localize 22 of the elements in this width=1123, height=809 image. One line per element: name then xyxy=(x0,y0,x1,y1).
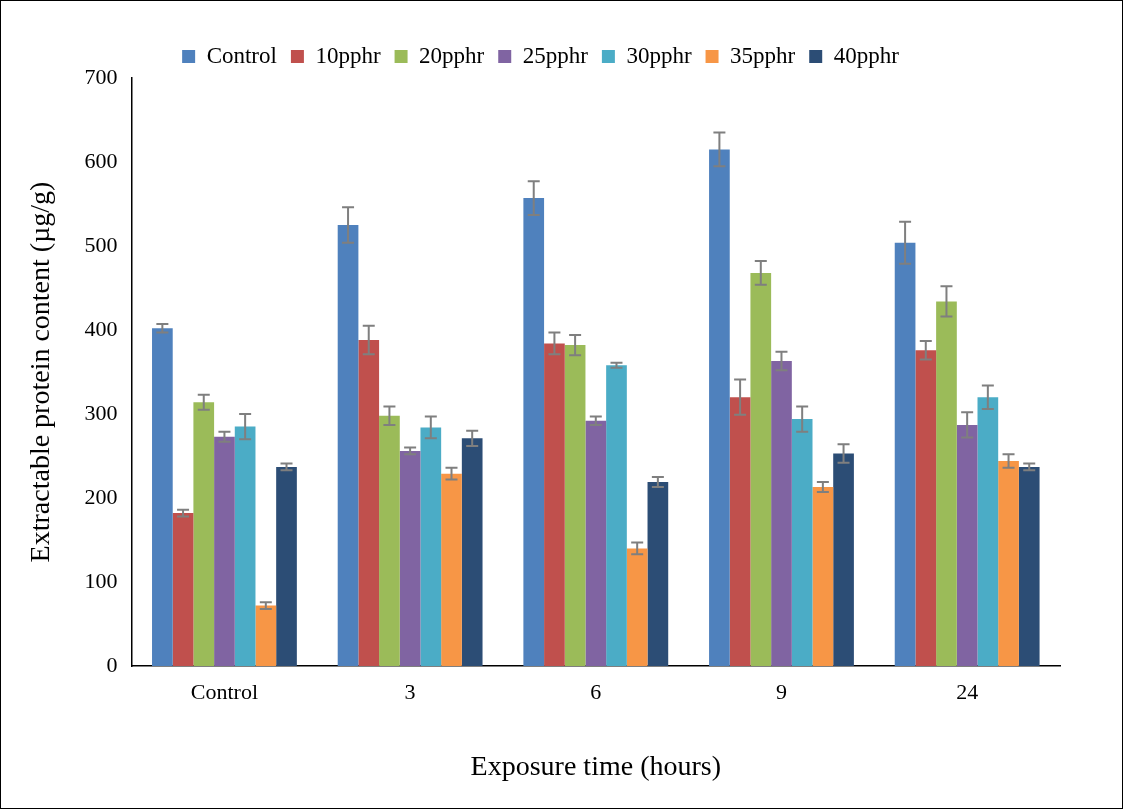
x-axis-title: Exposure time (hours) xyxy=(470,749,721,781)
y-tick-label: 600 xyxy=(84,147,118,173)
legend-label: 10pphr xyxy=(315,42,381,68)
legend-label: 30pphr xyxy=(626,42,692,68)
y-tick-label: 0 xyxy=(106,651,118,677)
x-tick-label: 6 xyxy=(590,678,602,704)
y-tick-label: 400 xyxy=(84,315,118,341)
x-tick-label: 24 xyxy=(956,678,979,704)
legend-label: 35pphr xyxy=(730,42,796,68)
y-tick-label: 500 xyxy=(84,231,118,257)
y-axis-title: Extractable protein content (µg/g) xyxy=(24,181,56,563)
legend-label: 25pphr xyxy=(522,42,589,68)
legend-label: Control xyxy=(206,42,277,68)
y-tick-label: 100 xyxy=(84,567,118,593)
x-tick-label: 3 xyxy=(404,678,416,704)
y-tick-label: 200 xyxy=(84,483,118,509)
legend-label: 40pphr xyxy=(833,42,900,68)
y-tick-label: 300 xyxy=(84,399,118,425)
x-tick-label: 9 xyxy=(775,678,787,704)
legend-label: 20pphr xyxy=(419,42,485,68)
y-tick-label: 700 xyxy=(84,63,118,89)
x-tick-label: Control xyxy=(190,678,259,704)
